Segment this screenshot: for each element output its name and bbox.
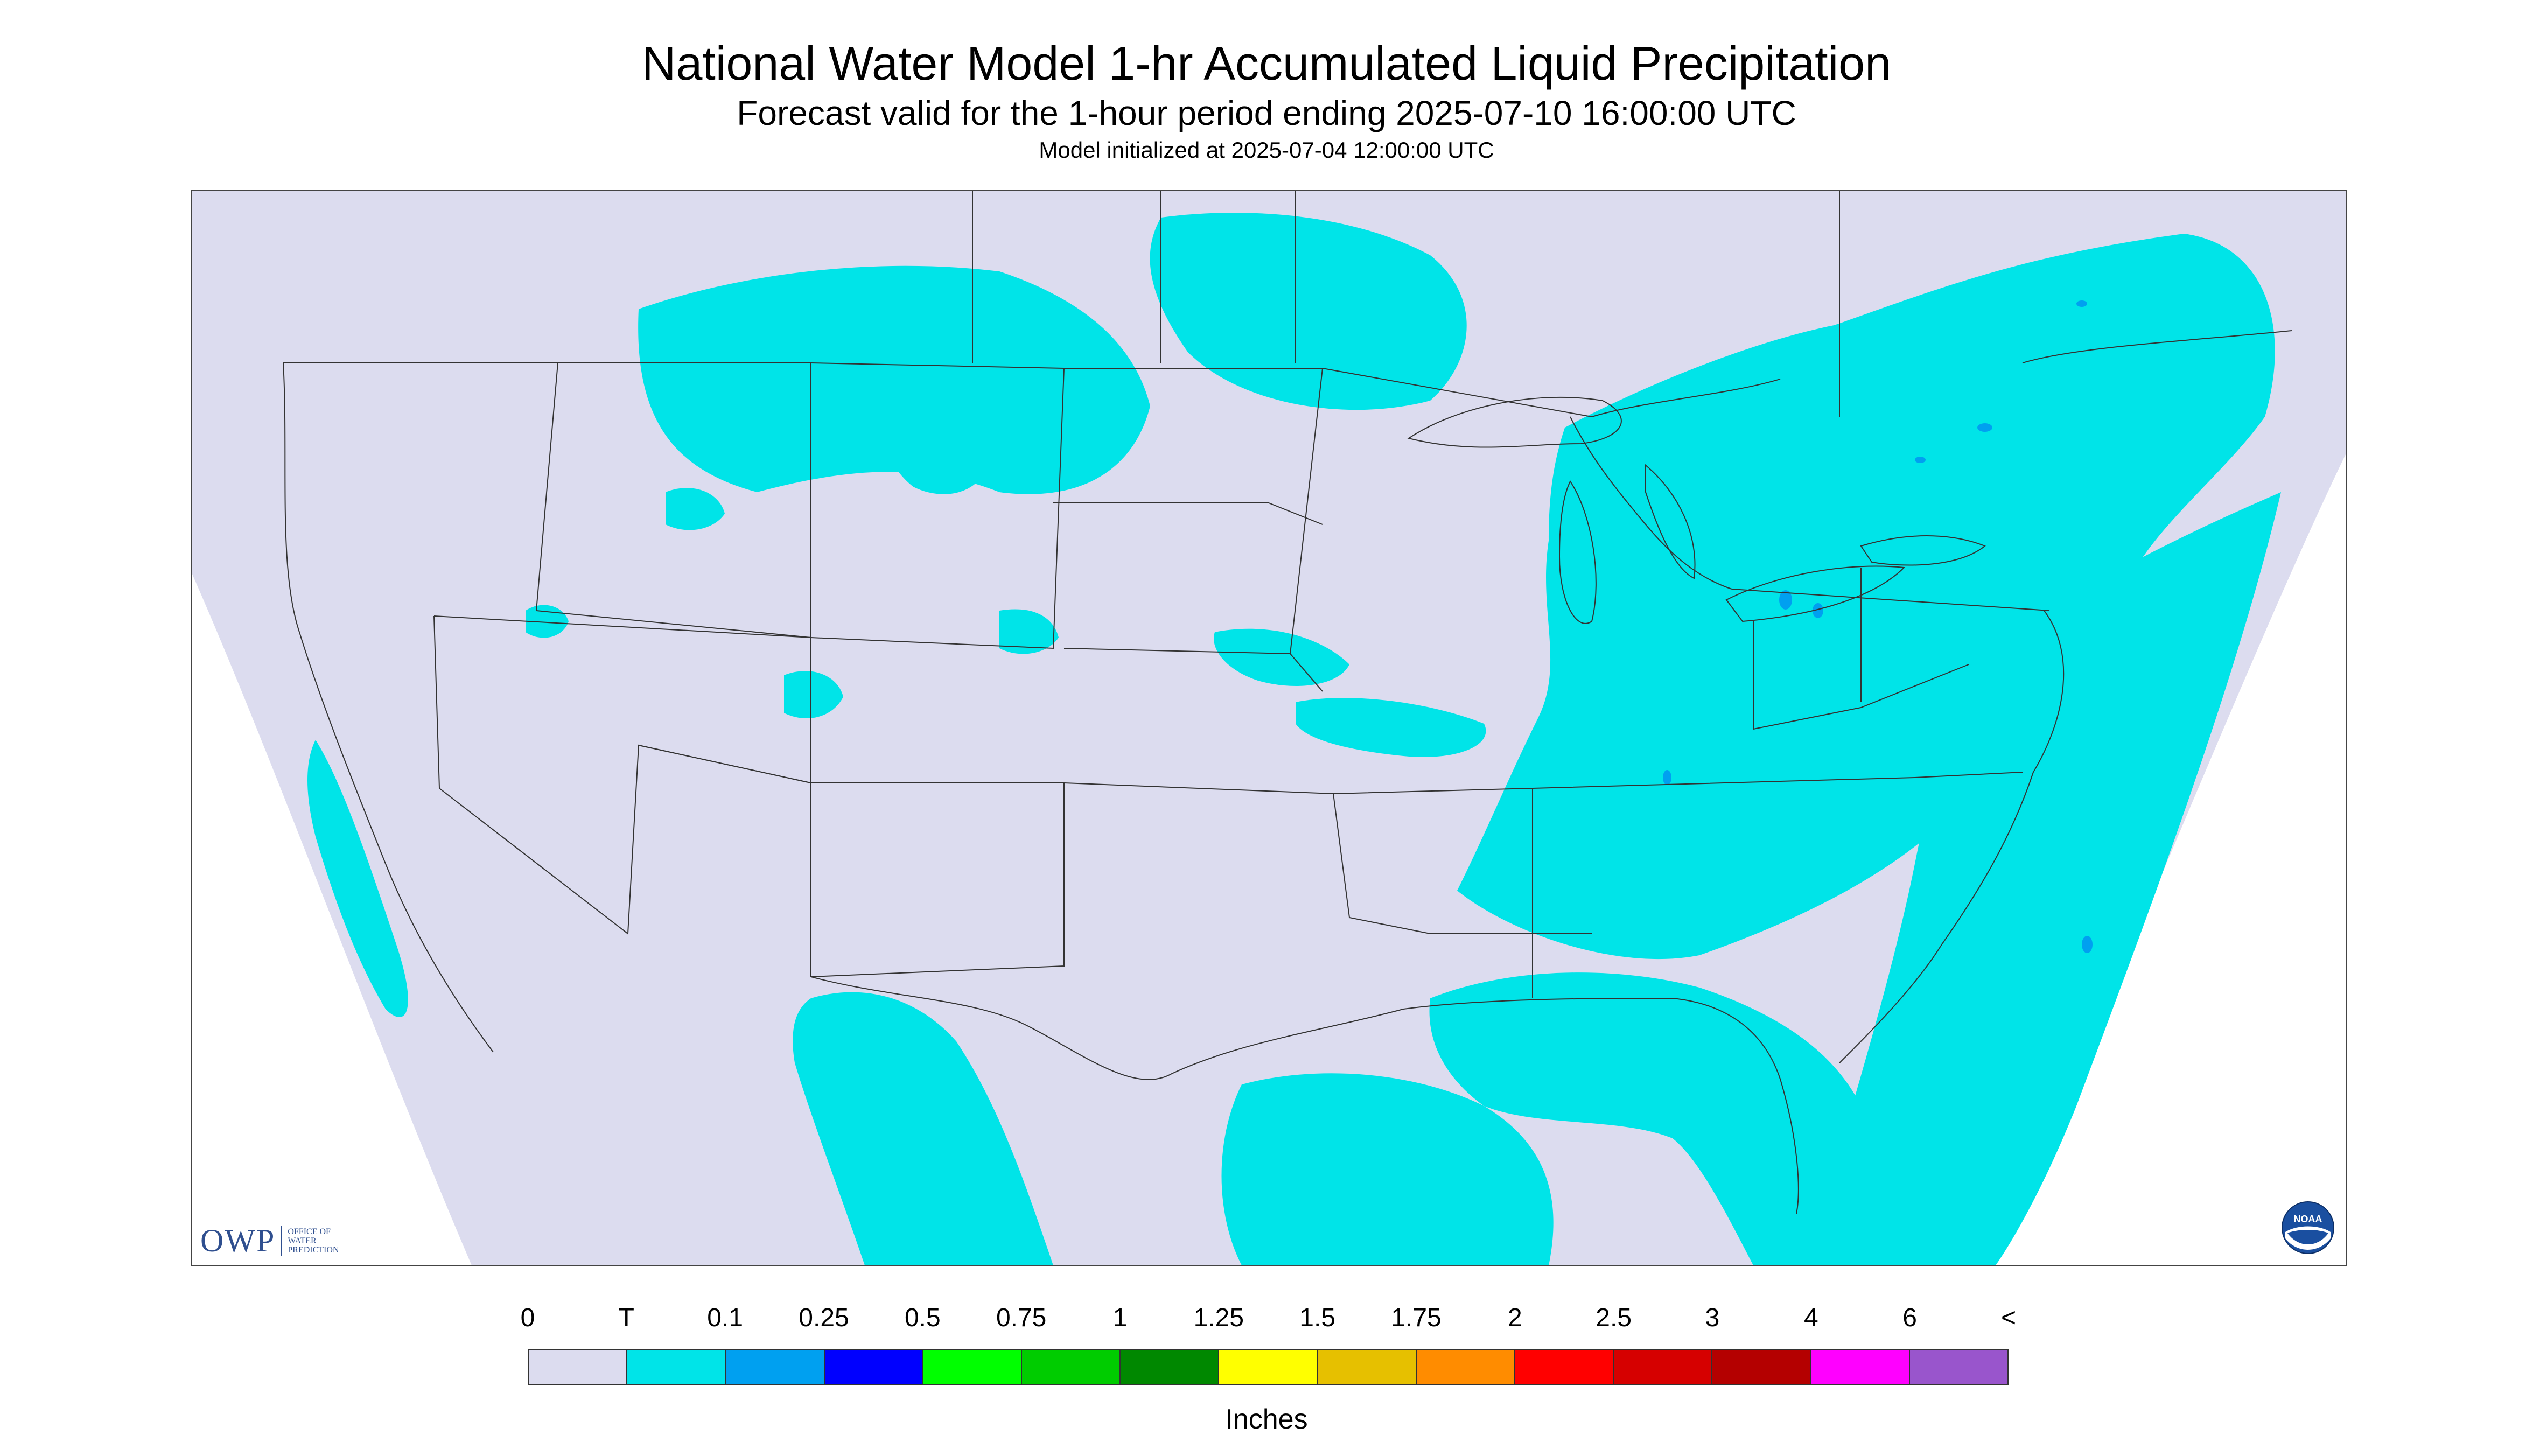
great-lakes [1407, 396, 1986, 624]
legend-swatch [1515, 1350, 1614, 1384]
legend-labels: 0 T 0.1 0.25 0.5 0.75 1 1.25 1.5 1.75 2 2.5 3 4 6 < [478, 1303, 2072, 1335]
legend-label: 3 [1705, 1304, 1720, 1332]
map-canvas [192, 191, 2346, 1265]
legend-swatch [923, 1350, 1023, 1384]
owp-logo-text: OFFICE OF WATER PREDICTION [288, 1227, 339, 1255]
noaa-logo-icon: NOAA [2281, 1201, 2335, 1255]
legend-label: 2.5 [1596, 1304, 1632, 1332]
projection-edge-west [192, 573, 472, 1265]
owp-logo-divider [281, 1226, 283, 1256]
west-coastline [283, 362, 494, 1053]
legend-swatch [1712, 1350, 1811, 1384]
owp-logo-mark: OWP [200, 1223, 276, 1258]
legend-label: 0.1 [707, 1304, 744, 1332]
legend-swatch [1219, 1350, 1318, 1384]
legend-label: 0.5 [904, 1304, 941, 1332]
legend-label: 2 [1507, 1304, 1522, 1332]
legend-swatch [1318, 1350, 1417, 1384]
legend-swatch [1022, 1350, 1121, 1384]
legend-swatch [824, 1350, 923, 1384]
legend-label: 0.25 [799, 1304, 849, 1332]
legend-label: < [2000, 1304, 2017, 1332]
model-init-time: Model initialized at 2025-07-04 12:00:00… [1039, 137, 1494, 163]
legend-swatch [627, 1350, 726, 1384]
legend-label: 4 [1803, 1304, 1818, 1332]
political-boundaries [283, 191, 2292, 1214]
owp-logo: OWP OFFICE OF WATER PREDICTION [200, 1222, 339, 1259]
precip-trace-areas [307, 213, 2281, 1265]
precip-light-areas [1663, 300, 2093, 953]
east-coastline [1839, 610, 2065, 1063]
legend-label: 1 [1112, 1304, 1128, 1332]
legend-label: 6 [1902, 1304, 1918, 1332]
legend-swatch [1811, 1350, 1910, 1384]
svg-text:NOAA: NOAA [2294, 1214, 2322, 1224]
legend-swatch [726, 1350, 825, 1384]
legend-label: 1.25 [1193, 1304, 1244, 1332]
legend-color-bar [528, 1349, 2009, 1385]
legend-swatch [1121, 1350, 1220, 1384]
legend-label: 0 [520, 1304, 535, 1332]
map-title: National Water Model 1-hr Accumulated Li… [641, 37, 1892, 90]
legend-swatch [1416, 1350, 1516, 1384]
legend-swatch [1614, 1350, 1713, 1384]
legend-label: 0.75 [996, 1304, 1047, 1332]
legend-units: Inches [1225, 1404, 1308, 1435]
legend-label: 1.5 [1299, 1304, 1336, 1332]
legend-swatch [1909, 1350, 2008, 1384]
precipitation-map [191, 190, 2347, 1266]
legend-swatch [529, 1350, 628, 1384]
legend-label: T [618, 1304, 634, 1332]
legend-label: 1.75 [1391, 1304, 1442, 1332]
map-subtitle: Forecast valid for the 1-hour period end… [737, 94, 1796, 132]
